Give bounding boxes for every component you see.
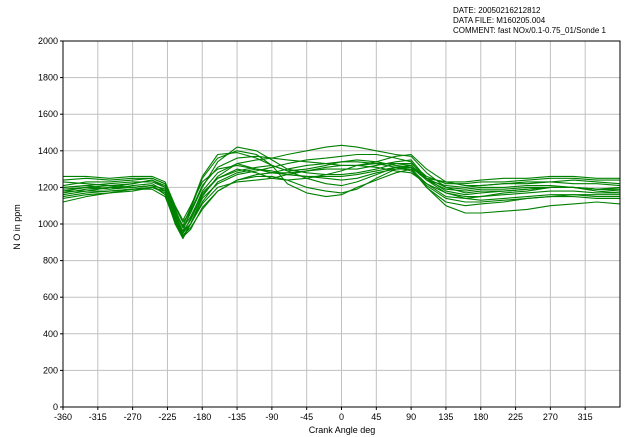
x-tick-label: -180 [193,412,211,422]
series-line-14 [63,164,620,221]
x-tick-label: -45 [300,412,313,422]
y-tick-label: 200 [43,365,58,375]
series-line-13 [62,164,620,232]
y-axis-label: N O in ppm [12,204,22,250]
x-tick-label: 90 [406,412,416,422]
x-tick-label: -315 [89,412,107,422]
x-tick-label: -270 [124,412,142,422]
data-file-label: DATA FILE: M160205.004 [453,16,546,25]
y-tick-label: 600 [43,292,58,302]
plot-frame [62,40,621,408]
x-tick-label: 225 [508,412,523,422]
x-tick-labels: -360 -315 -270 -225 -180 -135 -90 -45 0 45 90 135 18… [54,412,593,422]
x-tick-label: 45 [371,412,381,422]
y-tick-label: 400 [43,329,58,339]
axes [60,40,621,410]
x-tick-label: -90 [265,412,278,422]
comment-label: COMMENT: fast NOx/0.1-0.75_01/Sonde 1 [453,26,606,35]
series-group [62,144,621,240]
y-tick-label: 1600 [38,109,58,119]
x-tick-label: 315 [578,412,593,422]
series-line-12 [62,161,620,238]
x-tick-label: 270 [543,412,558,422]
x-tick-label: -135 [228,412,246,422]
series-line-10 [63,164,620,234]
y-tick-label: 1800 [38,73,58,83]
y-tick-label: 1200 [38,182,58,192]
y-tick-label: 0 [53,402,58,412]
x-axis-label: Crank Angle deg [309,425,376,435]
series-line-11 [62,153,621,223]
y-tick-label: 800 [43,256,58,266]
y-tick-label: 1000 [38,219,58,229]
x-tick-label: 0 [339,412,344,422]
y-tick-label: 2000 [38,36,58,46]
date-label: DATE: 20050216212812 [453,6,541,15]
y-tick-labels: 0 200 400 600 800 1000 1200 1400 1600 1800 2000 [38,36,58,412]
file-info-header: DATE: 20050216212812 DATA FILE: M160205.… [453,6,606,36]
x-tick-label: 135 [438,412,453,422]
x-tick-label: -360 [54,412,72,422]
x-tick-label: 180 [473,412,488,422]
y-tick-label: 1400 [38,146,58,156]
grid-lines [63,41,620,407]
x-tick-label: -225 [158,412,176,422]
series-line-4 [62,166,621,236]
